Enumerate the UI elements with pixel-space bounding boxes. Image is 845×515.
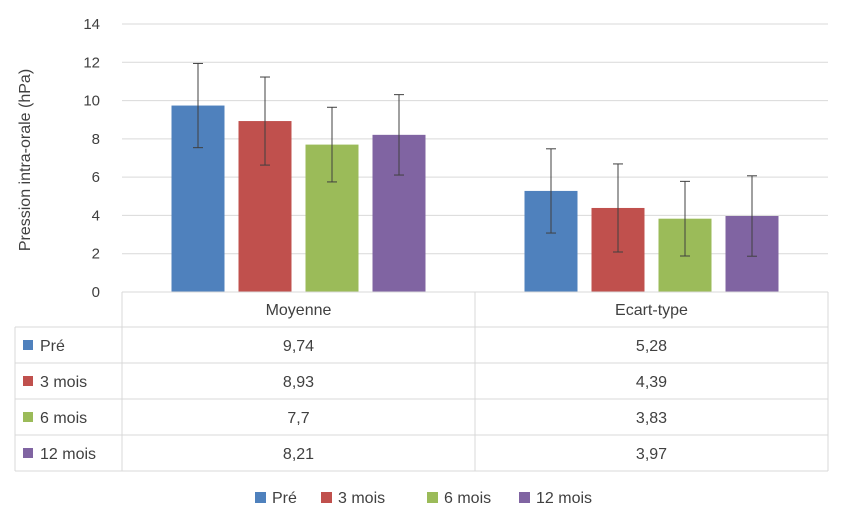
legend-label: 3 mois <box>338 490 385 507</box>
legend-label: 12 mois <box>536 490 592 507</box>
error-bar <box>747 175 757 257</box>
error-bars <box>193 62 757 257</box>
y-tick-label: 14 <box>83 16 100 33</box>
table-cell-value: 8,21 <box>283 446 314 463</box>
y-tick-label: 8 <box>92 131 100 148</box>
y-tick-label: 12 <box>83 54 100 71</box>
y-tick-label: 2 <box>92 246 100 263</box>
legend-item: 12 mois <box>519 490 592 507</box>
error-bar <box>546 148 556 234</box>
legend-swatch <box>427 492 438 503</box>
table-cell-value: 7,7 <box>287 410 309 427</box>
table-row-label: 6 mois <box>40 410 87 427</box>
table-cell-value: 4,39 <box>636 374 667 391</box>
y-tick-label: 10 <box>83 93 100 110</box>
y-axis-title: Pression intra-orale (hPa) <box>17 69 34 251</box>
gridlines <box>122 23 828 293</box>
table-cell-value: 8,93 <box>283 374 314 391</box>
legend-label: Pré <box>272 490 297 507</box>
table-cell-value: 3,83 <box>636 410 667 427</box>
legend-swatch <box>321 492 332 503</box>
y-tick-label: 4 <box>92 207 100 224</box>
error-bar <box>613 163 623 253</box>
legend-label: 6 mois <box>444 490 491 507</box>
table-legend-swatch <box>23 340 33 350</box>
x-category-label: Moyenne <box>266 302 332 319</box>
legend: Pré 3 mois 6 mois 12 mois <box>255 490 592 507</box>
y-tick-label: 0 <box>92 284 100 301</box>
legend-swatch <box>519 492 530 503</box>
error-bar <box>680 180 690 257</box>
y-axis-tick-labels: 0 2 4 6 8 10 12 14 <box>83 16 100 301</box>
table-row-label: Pré <box>40 338 65 355</box>
table-cell-value: 9,74 <box>283 338 314 355</box>
legend-item: 6 mois <box>427 490 491 507</box>
error-bar <box>260 76 270 166</box>
bars <box>171 105 779 292</box>
table-row-label: 12 mois <box>40 446 96 463</box>
table-legend-swatch <box>23 376 33 386</box>
error-bar <box>394 94 404 176</box>
x-category-label: Ecart-type <box>615 302 688 319</box>
error-bar <box>193 62 203 149</box>
table-legend-swatch <box>23 448 33 458</box>
table-cell-value: 5,28 <box>636 338 667 355</box>
data-table: Moyenne Ecart-type Pré 9,74 5,28 3 mois 8,93 4,… <box>14 291 829 472</box>
y-tick-label: 6 <box>92 169 100 186</box>
table-row-label: 3 mois <box>40 374 87 391</box>
legend-item: Pré <box>255 490 297 507</box>
legend-swatch <box>255 492 266 503</box>
legend-item: 3 mois <box>321 490 385 507</box>
table-cell-value: 3,97 <box>636 446 667 463</box>
table-legend-swatch <box>23 412 33 422</box>
error-bar <box>327 106 337 183</box>
